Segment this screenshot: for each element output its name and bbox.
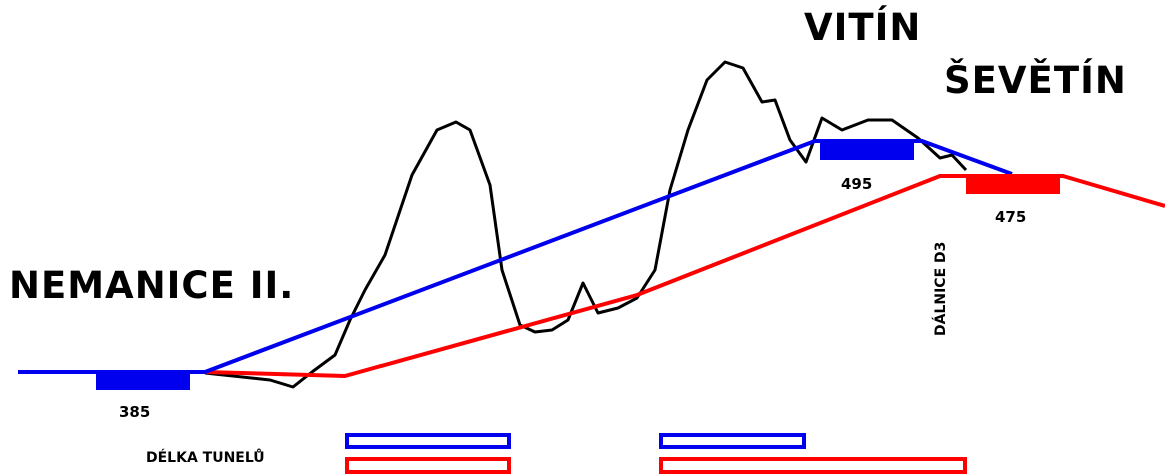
label-tunnel-length: DÉLKA TUNELŮ [146, 448, 265, 466]
red-portal-block-sevetin [966, 174, 1060, 194]
label-sevetin: ŠEVĚTÍN [944, 58, 1127, 102]
red-tunnel-bar-1 [345, 457, 511, 474]
label-dalnice-d3: DÁLNICE D3 [932, 242, 949, 336]
terrain-profile-line [204, 60, 968, 389]
elevation-label-start: 385 [119, 403, 150, 421]
elevation-label-red-portal: 475 [995, 208, 1026, 226]
blue-tunnel-bar-2 [659, 433, 806, 449]
blue-portal-block-start [96, 370, 190, 390]
label-vitin: VITÍN [804, 5, 921, 49]
red-tunnel-bar-2 [659, 457, 967, 474]
blue-portal-block-vitin [820, 139, 914, 160]
blue-tunnel-bar-1 [345, 433, 511, 449]
elevation-label-blue-portal: 495 [841, 175, 872, 193]
red-alignment-line [204, 174, 1165, 378]
label-nemanice: NEMANICE II. [9, 264, 294, 307]
